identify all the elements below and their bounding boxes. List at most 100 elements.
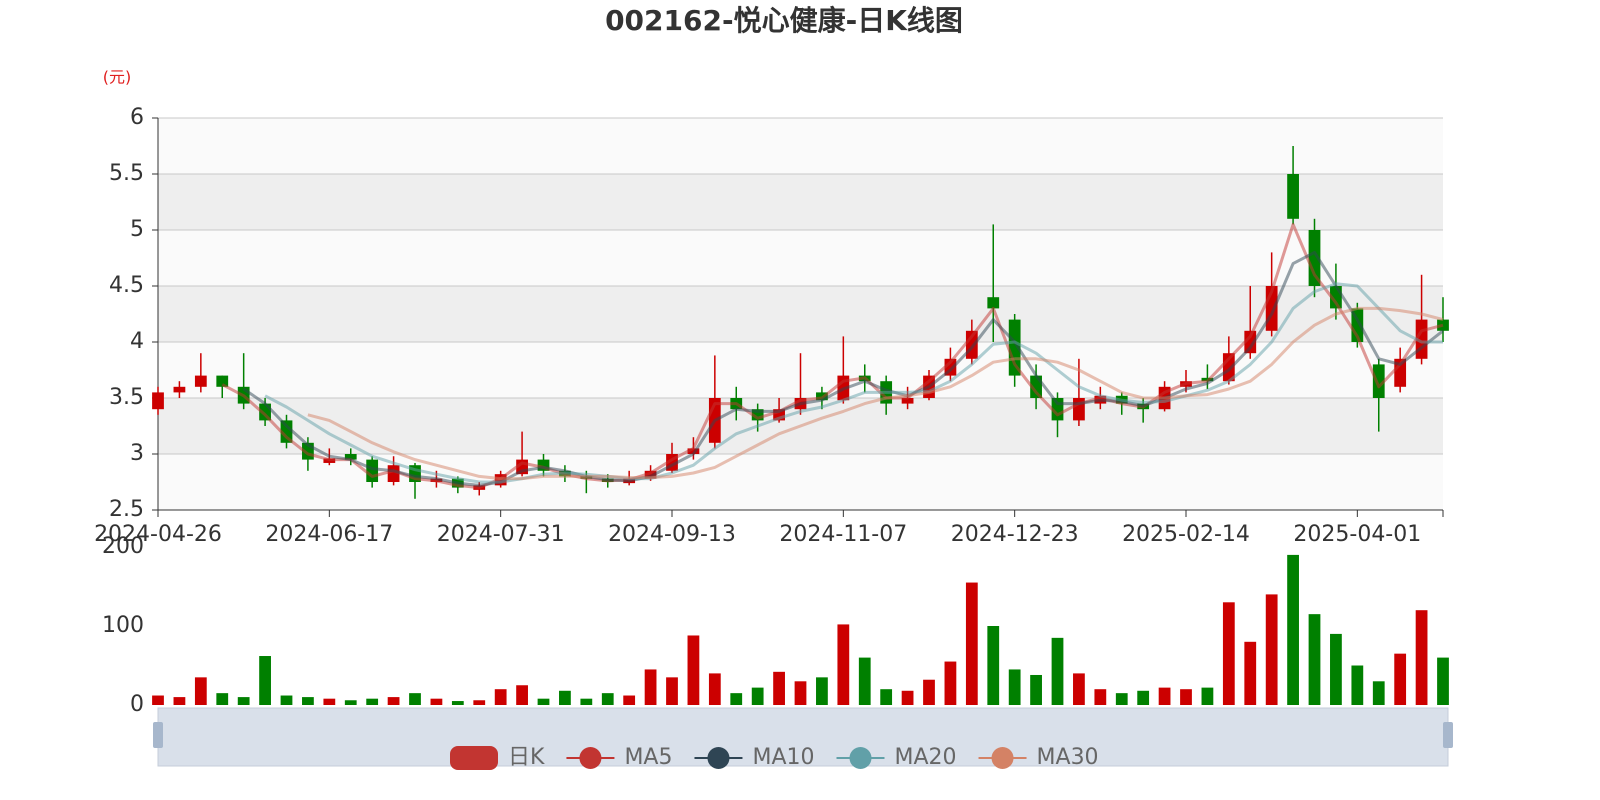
x-tick-label: 2025-02-14 xyxy=(1122,522,1250,547)
candle-body xyxy=(344,454,357,460)
y-tick-label: 5.5 xyxy=(109,161,144,186)
y-tick-label: 2.5 xyxy=(109,497,144,522)
volume-tick-label: 100 xyxy=(102,613,144,638)
legend-label: MA5 xyxy=(624,745,672,770)
volume-bar xyxy=(430,698,443,705)
volume-bar xyxy=(1073,673,1085,705)
volume-bar xyxy=(451,701,464,705)
volume-bar xyxy=(344,700,357,705)
chart-title: 002162-悦心健康-日K线图 xyxy=(605,4,963,37)
volume-bar xyxy=(302,697,314,705)
x-tick-label: 2025-04-01 xyxy=(1293,522,1421,547)
volume-bar xyxy=(1437,657,1449,705)
y-tick-label: 5 xyxy=(130,217,144,242)
volume-bar xyxy=(601,693,614,705)
volume-bar xyxy=(323,698,336,705)
candle-body xyxy=(1351,308,1364,342)
volume-bar xyxy=(559,690,571,705)
candle-body xyxy=(1330,286,1342,309)
candle-body xyxy=(965,330,978,359)
y-tick-label: 4.5 xyxy=(109,273,144,298)
candle-body xyxy=(194,375,207,387)
ma-line xyxy=(242,250,1444,487)
x-tick-label: 2024-09-13 xyxy=(608,522,736,547)
volume-bar xyxy=(173,697,186,705)
volume-tick-label: 200 xyxy=(102,534,144,559)
volume-bar xyxy=(1201,687,1214,705)
candle-body xyxy=(1265,286,1278,331)
volume-bar xyxy=(773,671,785,705)
volume-bar xyxy=(751,687,764,705)
grid-band xyxy=(158,230,1443,286)
volume-bar xyxy=(1351,665,1364,705)
y-tick-label: 3.5 xyxy=(109,385,144,410)
volume-bar xyxy=(1115,693,1128,705)
x-tick-label: 2024-11-07 xyxy=(779,522,907,547)
candle-body xyxy=(173,386,186,393)
volume-bar xyxy=(409,693,421,705)
ma-line xyxy=(221,222,1444,490)
legend-item[interactable]: 日K xyxy=(450,745,545,770)
legend-item[interactable]: MA10 xyxy=(694,745,815,770)
volume-bar xyxy=(944,661,957,705)
volume-bar xyxy=(1244,641,1257,705)
volume-bar xyxy=(880,689,893,705)
volume-bar xyxy=(1372,681,1385,705)
volume-bar xyxy=(858,657,871,705)
x-tick-label: 2024-06-17 xyxy=(265,522,393,547)
volume-bar xyxy=(194,677,207,705)
volume-bar xyxy=(816,677,828,705)
volume-bar xyxy=(366,698,379,705)
ma-line xyxy=(264,282,1443,484)
legend-icon-dot xyxy=(707,747,730,769)
volume-bar xyxy=(537,698,550,705)
legend-icon xyxy=(450,746,498,770)
volume-bar xyxy=(1415,610,1428,705)
legend-label: MA20 xyxy=(895,745,957,770)
y-unit: (元) xyxy=(103,68,132,87)
ma-line xyxy=(307,306,1444,481)
volume-bar xyxy=(837,624,850,705)
volume-bar xyxy=(152,695,164,705)
candle-body xyxy=(1308,230,1321,286)
legend-icon-dot xyxy=(579,747,602,769)
volume-bar xyxy=(666,677,678,705)
y-tick-label: 6 xyxy=(130,105,144,130)
candle-body xyxy=(1372,364,1385,398)
candle-body xyxy=(516,459,528,475)
candle-body xyxy=(1415,319,1428,359)
volume-bar xyxy=(237,697,250,705)
legend: 日K MA5 MA10 MA20 MA30 xyxy=(450,745,1099,770)
zoom-handle[interactable] xyxy=(153,722,163,748)
volume-bar xyxy=(687,635,700,705)
legend-icon-dot xyxy=(849,747,872,769)
volume-bar xyxy=(623,695,636,705)
candle-body xyxy=(387,465,400,482)
candle-body xyxy=(944,358,957,376)
candle-body xyxy=(987,297,1000,309)
volume-bar xyxy=(965,582,978,705)
volume-bar xyxy=(216,693,229,705)
zoom-handle[interactable] xyxy=(1443,722,1453,748)
legend-item[interactable]: MA5 xyxy=(566,745,672,770)
volume-bar xyxy=(1287,554,1299,705)
zoom-slider[interactable] xyxy=(157,707,1449,767)
legend-item[interactable]: MA30 xyxy=(978,745,1099,770)
volume-bar xyxy=(494,689,507,705)
candle-body xyxy=(216,375,229,387)
volume-bar xyxy=(259,656,271,705)
candle-body xyxy=(1030,375,1042,398)
volume-bar xyxy=(1051,637,1064,705)
volume-bar xyxy=(1158,687,1171,705)
legend-label: MA30 xyxy=(1037,745,1099,770)
volume-bar xyxy=(644,669,657,705)
candle-body xyxy=(152,392,164,410)
legend-item[interactable]: MA20 xyxy=(836,745,957,770)
volume-bar xyxy=(1180,689,1192,705)
x-tick-label: 2024-07-31 xyxy=(437,522,565,547)
volume-bar xyxy=(1330,633,1342,705)
candle-body xyxy=(1222,353,1235,382)
candle-body xyxy=(751,409,764,421)
